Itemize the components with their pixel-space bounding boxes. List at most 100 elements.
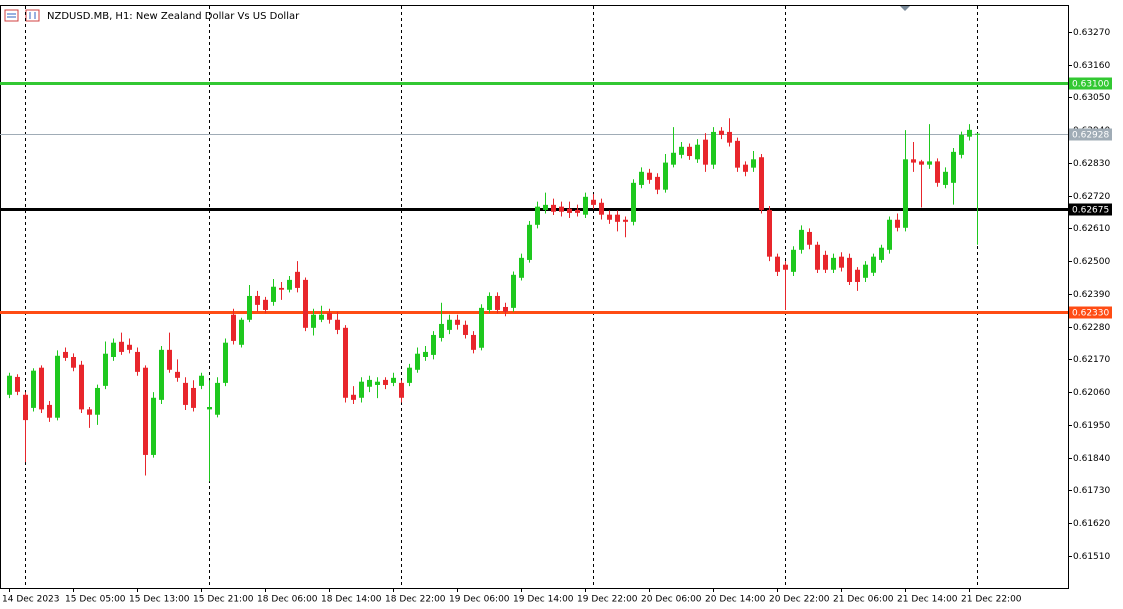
candle-body bbox=[375, 381, 380, 385]
x-tick-label: 21 Dec 14:00 bbox=[897, 595, 958, 605]
candle-body bbox=[943, 171, 948, 185]
candle-body bbox=[695, 144, 700, 160]
candle-body bbox=[207, 406, 212, 410]
candle-body bbox=[79, 364, 84, 410]
candle-body bbox=[343, 327, 348, 398]
candle-body bbox=[751, 159, 756, 168]
candle-body bbox=[655, 176, 660, 190]
candle-body bbox=[183, 382, 188, 405]
plot-frame bbox=[0, 5, 1069, 589]
x-tick-label: 19 Dec 06:00 bbox=[449, 595, 510, 605]
candle-body bbox=[543, 204, 548, 210]
candle-body bbox=[95, 387, 100, 415]
candle-body bbox=[463, 324, 468, 335]
candle-body bbox=[583, 196, 588, 215]
x-tick-label: 15 Dec 21:00 bbox=[193, 595, 254, 605]
y-tick-label: 0.63160 bbox=[1073, 61, 1110, 71]
candle-body bbox=[719, 130, 724, 135]
candle-body bbox=[551, 204, 556, 212]
candle-body bbox=[775, 256, 780, 272]
candle-body bbox=[743, 164, 748, 172]
price-label-box bbox=[1069, 128, 1112, 141]
candle-body bbox=[887, 219, 892, 250]
candle-body bbox=[727, 131, 732, 143]
candle-body bbox=[279, 287, 284, 290]
candle-body bbox=[423, 351, 428, 357]
x-tick-label: 19 Dec 22:00 bbox=[577, 595, 638, 605]
candle-body bbox=[415, 353, 420, 370]
candle-body bbox=[967, 129, 972, 137]
x-tick-label: 20 Dec 06:00 bbox=[641, 595, 702, 605]
candle-body bbox=[871, 256, 876, 273]
x-tick-label: 15 Dec 05:00 bbox=[65, 595, 126, 605]
candle-body bbox=[759, 157, 764, 210]
y-tick-label: 0.62610 bbox=[1073, 224, 1110, 234]
candle-body bbox=[687, 146, 692, 157]
candle-body bbox=[175, 371, 180, 378]
candle-body bbox=[63, 351, 68, 358]
candle-body bbox=[503, 306, 508, 312]
candle-body bbox=[31, 370, 36, 408]
icon bbox=[25, 9, 40, 22]
shift-marker bbox=[900, 6, 910, 11]
candle-body bbox=[623, 219, 628, 222]
candle-body bbox=[679, 146, 684, 155]
candle-body bbox=[511, 274, 516, 308]
candle-body bbox=[863, 264, 868, 278]
x-tick-label: 18 Dec 22:00 bbox=[385, 595, 446, 605]
candle-body bbox=[311, 314, 316, 328]
candle-body bbox=[303, 279, 308, 328]
candle-body bbox=[791, 249, 796, 272]
y-tick-label: 0.62720 bbox=[1073, 192, 1110, 202]
candle-body bbox=[591, 199, 596, 205]
price-label: 0.63100 bbox=[1072, 80, 1109, 90]
candle-body bbox=[535, 206, 540, 225]
candle-body bbox=[631, 182, 636, 222]
y-tick-label: 0.62500 bbox=[1073, 257, 1110, 267]
candle-body bbox=[639, 171, 644, 185]
price-label-box bbox=[1069, 306, 1112, 319]
x-tick-label: 14 Dec 2023 bbox=[2, 595, 60, 605]
x-tick-label: 20 Dec 14:00 bbox=[705, 595, 766, 605]
y-tick-label: 0.62280 bbox=[1073, 323, 1110, 333]
candle-body bbox=[71, 356, 76, 368]
candle-body bbox=[711, 131, 716, 165]
x-tick-label: 18 Dec 06:00 bbox=[257, 595, 318, 605]
candle-body bbox=[223, 342, 228, 383]
candle-body bbox=[191, 387, 196, 408]
candle-body bbox=[55, 355, 60, 418]
candle-body bbox=[903, 159, 908, 228]
candle-body bbox=[111, 342, 116, 357]
candle-body bbox=[607, 214, 612, 220]
candle-body bbox=[823, 254, 828, 270]
y-tick-label: 0.63270 bbox=[1073, 28, 1110, 38]
candle-body bbox=[399, 382, 404, 398]
candle-body bbox=[647, 172, 652, 180]
candle-body bbox=[911, 159, 916, 163]
candle-body bbox=[831, 257, 836, 270]
candle-body bbox=[855, 269, 860, 282]
candle-body bbox=[39, 367, 44, 410]
x-tick-label: 19 Dec 14:00 bbox=[513, 595, 574, 605]
candle-body bbox=[487, 295, 492, 310]
candle-body bbox=[367, 379, 372, 387]
icon bbox=[4, 9, 19, 22]
candle-body bbox=[127, 344, 132, 350]
candle-body bbox=[47, 404, 52, 418]
candle-body bbox=[151, 397, 156, 455]
candle-body bbox=[439, 323, 444, 338]
chart-title: NZDUSD.MB, H1: New Zealand Dollar Vs US … bbox=[47, 11, 300, 22]
candle-body bbox=[119, 341, 124, 352]
candle-body bbox=[927, 161, 932, 165]
candle-body bbox=[951, 151, 956, 183]
candle-body bbox=[391, 377, 396, 383]
candle-body bbox=[255, 295, 260, 305]
candle-body bbox=[447, 319, 452, 330]
candle-body bbox=[295, 271, 300, 288]
candle-body bbox=[847, 257, 852, 282]
candle-body bbox=[87, 409, 92, 415]
candle-body bbox=[199, 375, 204, 386]
candle-body bbox=[15, 376, 20, 392]
candle-body bbox=[287, 279, 292, 290]
